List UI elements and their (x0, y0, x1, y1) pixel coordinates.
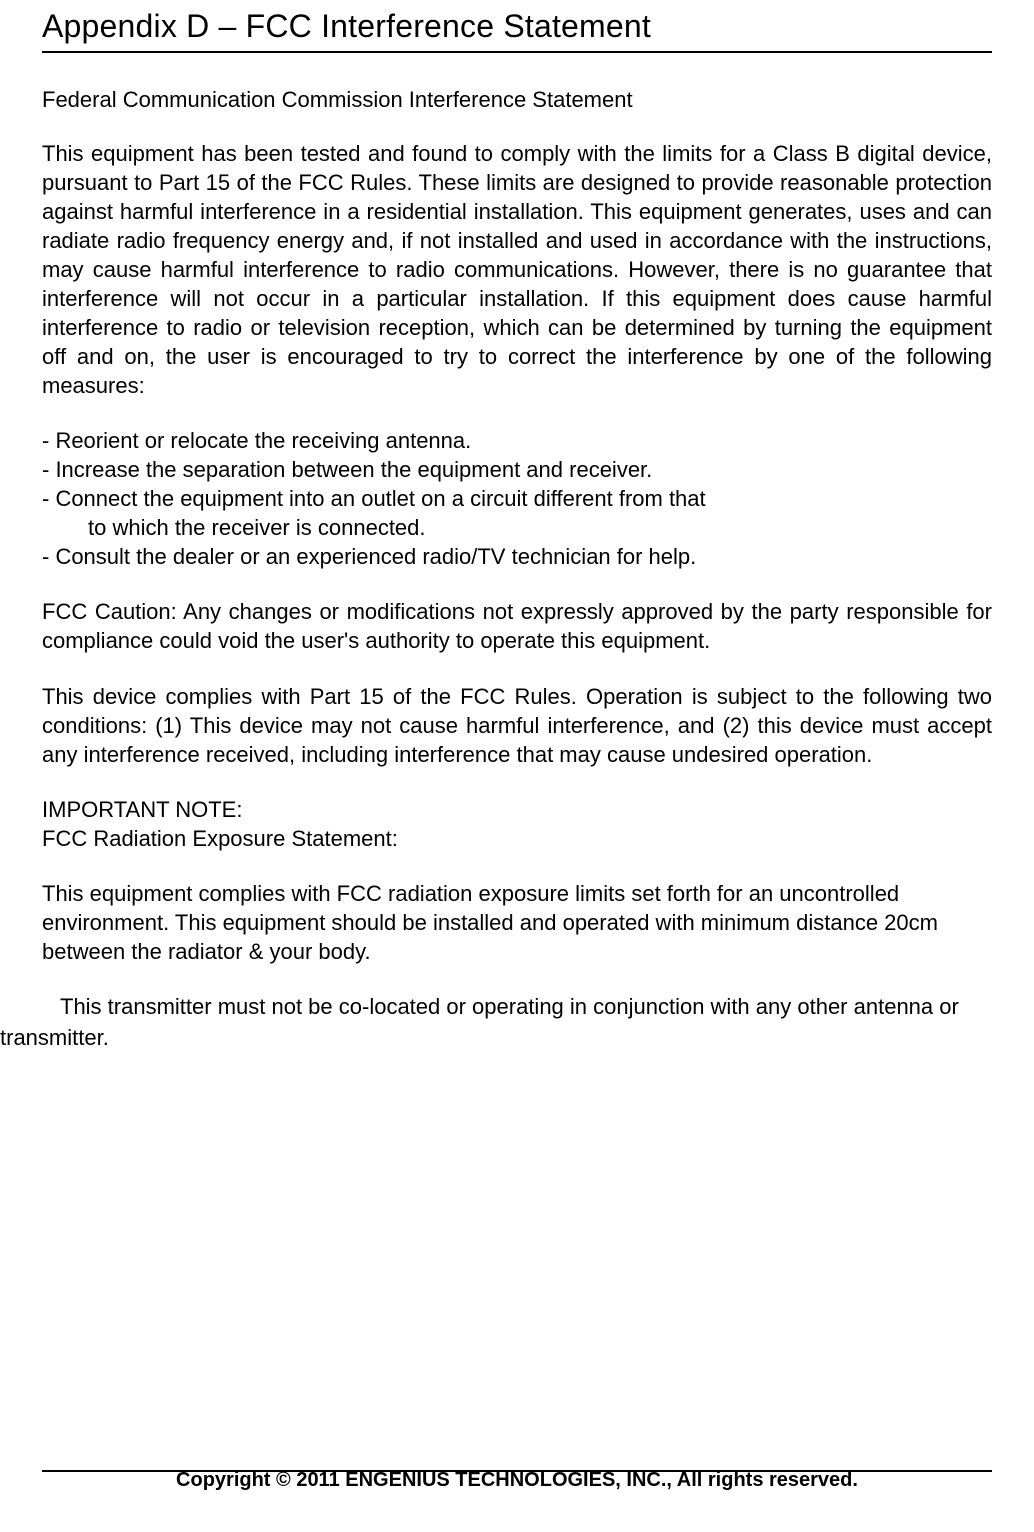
measures-list: - Reorient or relocate the receiving ant… (42, 426, 992, 571)
list-item: - Consult the dealer or an experienced r… (42, 542, 992, 571)
list-item-continuation: to which the receiver is connected. (42, 513, 992, 542)
radiation-title: FCC Radiation Exposure Statement: (42, 824, 992, 853)
compliance-paragraph: This device complies with Part 15 of the… (42, 682, 992, 769)
list-item: - Reorient or relocate the receiving ant… (42, 426, 992, 455)
transmitter-note: This transmitter must not be co-located … (0, 992, 992, 1054)
subtitle: Federal Communication Commission Interfe… (42, 87, 992, 113)
important-note-label: IMPORTANT NOTE: (42, 795, 992, 824)
radiation-body: This equipment complies with FCC radiati… (42, 879, 992, 966)
page-title: Appendix D – FCC Interference Statement (42, 8, 992, 53)
list-item: - Connect the equipment into an outlet o… (42, 484, 992, 513)
list-item: - Increase the separation between the eq… (42, 455, 992, 484)
footer-text: Copyright © 2011 ENGENIUS TECHNOLOGIES, … (176, 1469, 858, 1491)
intro-paragraph: This equipment has been tested and found… (42, 139, 992, 400)
fcc-caution: FCC Caution: Any changes or modification… (42, 597, 992, 655)
footer: Copyright © 2011 ENGENIUS TECHNOLOGIES, … (42, 1470, 992, 1492)
